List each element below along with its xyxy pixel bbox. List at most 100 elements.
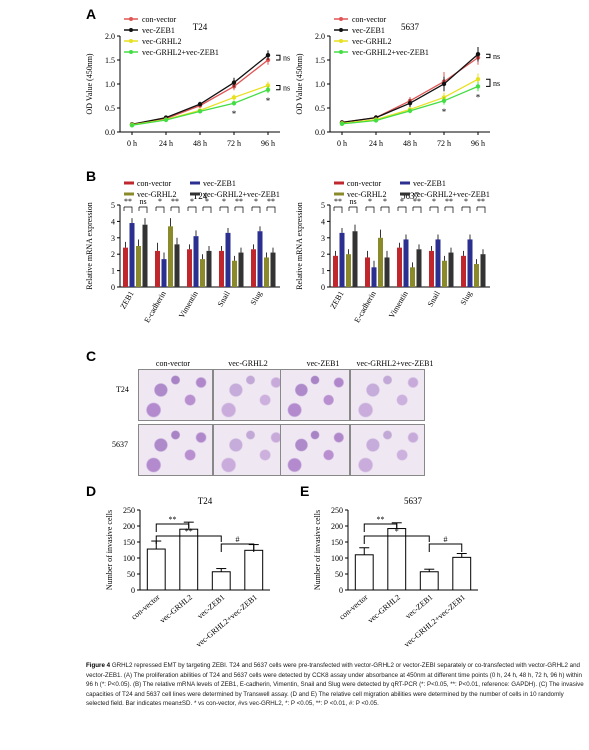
micro-image [213, 424, 288, 476]
annotation: * [232, 109, 237, 119]
bar [333, 255, 338, 287]
bar [136, 246, 141, 287]
data-point [231, 80, 237, 85]
bracket [428, 543, 463, 552]
bar [270, 252, 276, 287]
chart-title: T24 [193, 22, 208, 32]
annotation: ** [171, 197, 179, 206]
x-tick-label: 0 h [337, 139, 347, 148]
bracket [155, 535, 222, 544]
bar [448, 252, 454, 287]
bar [219, 250, 224, 287]
legend-marker [339, 17, 343, 21]
data-point [475, 84, 481, 89]
y-tick-label: 100 [331, 554, 343, 563]
legend-marker [129, 50, 133, 54]
y-tick-label: 0 [321, 283, 325, 292]
y-tick-label: 1.5 [105, 56, 115, 65]
annotation: ** [477, 197, 485, 206]
y-tick-label: 1 [111, 267, 115, 276]
bar [461, 255, 466, 287]
annotation: ** [377, 515, 385, 524]
bracket [365, 206, 375, 213]
bar [352, 231, 358, 287]
annotation: ** [267, 197, 275, 206]
y-tick-label: 3 [321, 234, 325, 243]
x-tick-label: vec-ZEB1 [404, 593, 435, 621]
y-axis-label: Relative mRNA expression [85, 202, 94, 290]
bracket [333, 206, 343, 213]
bar [232, 260, 237, 287]
chart-title: 5637 [401, 22, 420, 32]
y-tick-label: 4 [111, 217, 115, 226]
annotation: ** [334, 197, 342, 206]
panel-c-row-label: T24 [116, 385, 129, 394]
bar [442, 260, 447, 287]
bar [416, 249, 422, 287]
annotation: ** [169, 515, 177, 524]
y-axis-label: OD Value (450nm) [85, 53, 94, 115]
bracket [444, 206, 454, 213]
bar [168, 226, 173, 287]
bracket [363, 535, 430, 544]
annotation: * [476, 92, 481, 102]
panel-c-row-label: 5637 [112, 440, 128, 449]
x-tick-label: 72 h [437, 139, 451, 148]
bracket [348, 206, 358, 213]
data-point [265, 87, 271, 92]
annotation: ** [235, 197, 243, 206]
bar [474, 264, 479, 287]
bar [200, 259, 205, 287]
legend-label: con-vector [352, 15, 387, 24]
bar [371, 267, 377, 287]
bracket [155, 523, 190, 532]
data-point [339, 121, 345, 127]
bracket [476, 206, 486, 213]
data-point [373, 118, 379, 123]
legend-marker [129, 17, 133, 21]
panel-letter-a: A [86, 6, 97, 22]
bar [354, 554, 374, 591]
bar [339, 232, 345, 287]
y-tick-label: 0 [339, 586, 343, 595]
bar [264, 257, 269, 287]
x-tick-label: 24 h [159, 139, 173, 148]
panel-c-col-label: con-vector [155, 359, 191, 368]
y-tick-label: 0.0 [105, 128, 115, 137]
y-tick-label: 100 [123, 554, 135, 563]
y-axis-label: Number of invasive cells [313, 510, 322, 590]
legend-marker [129, 28, 133, 32]
data-point [265, 83, 271, 88]
bar [142, 224, 148, 287]
bar [378, 237, 383, 287]
chart-title: 5637 [404, 496, 423, 506]
annotation: * [158, 197, 162, 206]
bar [397, 247, 402, 287]
panel-c-col-label: vec-ZEB1 [306, 359, 340, 368]
bar [452, 556, 472, 591]
micro-image [213, 369, 288, 421]
panel-c-col-label: vec-GRHL2 [228, 359, 268, 368]
bracket [123, 206, 133, 213]
y-tick-label: 200 [123, 522, 135, 531]
y-tick-label: 2 [111, 250, 115, 259]
panel-c-col-label: vec-GRHL2+vec-ZEB1 [356, 359, 434, 368]
chart-title: T24 [198, 496, 213, 506]
panel-letter-d: D [86, 483, 97, 499]
bracket [266, 206, 276, 213]
x-tick-label: 96 h [261, 139, 275, 148]
y-tick-label: 50 [335, 570, 343, 579]
y-axis-label: OD Value (450nm) [295, 53, 304, 115]
y-axis-label: Relative mRNA expression [295, 202, 304, 290]
y-tick-label: 0 [111, 283, 115, 292]
legend-label: vec-GRHL2+vec-ZEB1 [352, 48, 429, 57]
y-tick-label: 2.0 [315, 32, 325, 41]
y-tick-label: 5 [321, 201, 325, 210]
annotation: ns [493, 52, 500, 61]
legend-label: vec-GRHL2 [347, 190, 387, 199]
y-tick-label: 5 [111, 201, 115, 210]
data-point [475, 77, 481, 82]
bracket [461, 206, 471, 213]
annotation: # [444, 535, 448, 544]
y-tick-label: 0.5 [315, 104, 325, 113]
